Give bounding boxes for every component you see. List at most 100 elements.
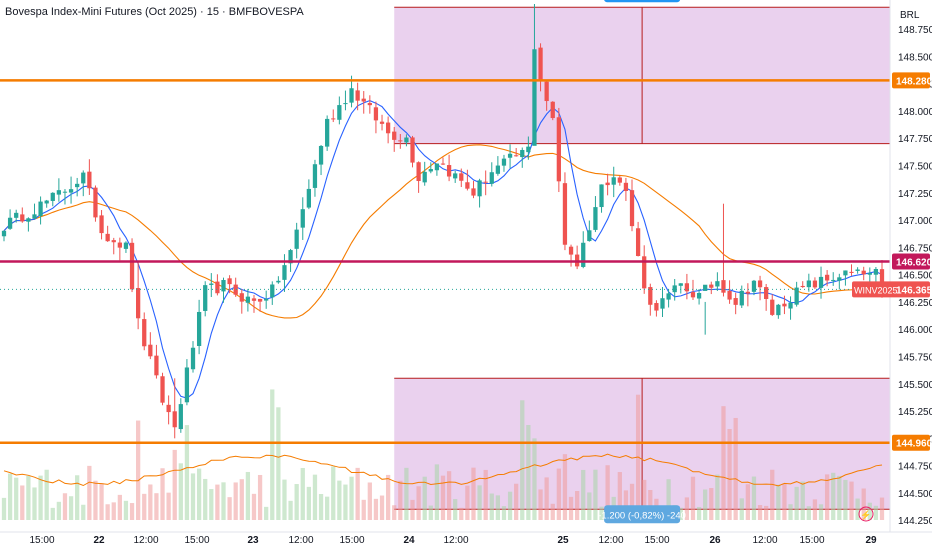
volume-bar: [51, 508, 55, 520]
candle-body: [862, 271, 866, 275]
volume-bar: [477, 485, 481, 520]
price-tick-label: 145.500: [898, 380, 932, 391]
candle-body: [593, 207, 597, 230]
candle-body: [185, 367, 189, 402]
volume-bar: [191, 473, 195, 520]
candle-body: [130, 243, 134, 290]
volume-bar: [197, 469, 201, 520]
volume-bar: [185, 425, 189, 520]
candle-body: [520, 150, 524, 157]
candle-body: [2, 231, 6, 236]
candle-body: [727, 291, 731, 300]
time-tick-label: 26: [709, 535, 721, 546]
volume-bar: [788, 504, 792, 520]
volume-bar: [148, 484, 152, 520]
volume-bar: [234, 482, 238, 520]
time-tick-label: 15:00: [339, 535, 364, 546]
price-tick-label: 146.750: [898, 243, 932, 254]
volume-bar: [807, 506, 811, 520]
volume-bar: [319, 494, 323, 520]
volume-bar: [295, 484, 299, 520]
candle-body: [679, 283, 683, 286]
price-tick-label: 145.250: [898, 407, 932, 418]
candle-body: [837, 277, 841, 280]
price-tick-label: 147.250: [898, 189, 932, 200]
volume-bar: [106, 504, 110, 520]
price-tick-label: 146.250: [898, 298, 932, 309]
candle-body: [166, 405, 170, 412]
candle-body: [93, 188, 97, 218]
candle-body: [160, 376, 164, 402]
volume-bar: [374, 499, 378, 520]
candle-body: [410, 137, 414, 162]
volume-bar: [819, 504, 823, 520]
candle-body: [715, 281, 719, 286]
candle-body: [532, 49, 536, 146]
time-tick-label: 22: [93, 535, 105, 546]
candle-body: [429, 169, 433, 171]
volume-bar: [575, 491, 579, 520]
price-tick-label: 146.000: [898, 325, 932, 336]
volume-bar: [57, 502, 61, 520]
volume-bar: [715, 475, 719, 520]
price-tick-label: 147.500: [898, 162, 932, 173]
candle-body: [75, 184, 79, 187]
volume-bar: [691, 477, 695, 520]
candle-body: [514, 155, 518, 156]
measurement-label-box: [604, 0, 680, 2]
candle-body: [831, 280, 835, 281]
candle-body: [636, 228, 640, 256]
volume-bar: [386, 475, 390, 520]
candle-body: [819, 277, 823, 288]
volume-bar: [849, 482, 853, 520]
volume-bar: [746, 484, 750, 520]
candle-body: [136, 288, 140, 318]
candle-body: [356, 90, 360, 100]
volume-bar: [258, 475, 262, 520]
volume-bar: [484, 470, 488, 520]
candle-body: [20, 214, 24, 221]
candle-body: [173, 411, 177, 427]
candle-body: [423, 172, 427, 183]
volume-bar: [770, 470, 774, 520]
volume-bar: [593, 470, 597, 520]
candle-body: [337, 105, 341, 120]
candle-body: [124, 243, 128, 249]
volume-bar: [179, 463, 183, 520]
candle-body: [63, 192, 67, 193]
volume-bar: [465, 486, 469, 520]
volume-bar: [532, 438, 536, 520]
candle-body: [484, 182, 488, 183]
volume-bar: [87, 466, 91, 520]
volume-bar: [154, 493, 158, 520]
candle-body: [264, 299, 268, 301]
volume-bar: [69, 496, 73, 520]
volume-bar: [538, 489, 542, 520]
volume-bar: [471, 468, 475, 520]
candle-body: [118, 243, 122, 248]
level-price-tag-label: 146.620: [896, 258, 932, 269]
candle-body: [752, 281, 756, 292]
candle-body: [319, 146, 323, 165]
candle-body: [69, 189, 73, 192]
time-tick-label: 15:00: [184, 535, 209, 546]
candle-body: [788, 303, 792, 309]
volume-bar: [160, 468, 164, 520]
candle-body: [234, 285, 238, 295]
lightning-icon-glyph: ⚡: [860, 509, 871, 521]
volume-bar: [166, 493, 170, 520]
volume-bar: [81, 505, 85, 520]
candle-body: [441, 164, 445, 165]
volume-bar: [203, 479, 207, 520]
candle-body: [14, 213, 18, 218]
candle-body: [666, 293, 670, 299]
time-tick-label: 25: [557, 535, 569, 546]
candle-body: [654, 303, 658, 311]
time-tick-label: 15:00: [799, 535, 824, 546]
price-tick-label: 145.750: [898, 352, 932, 363]
volume-bar: [325, 497, 329, 520]
candle-body: [404, 138, 408, 143]
candle-body: [307, 189, 311, 208]
